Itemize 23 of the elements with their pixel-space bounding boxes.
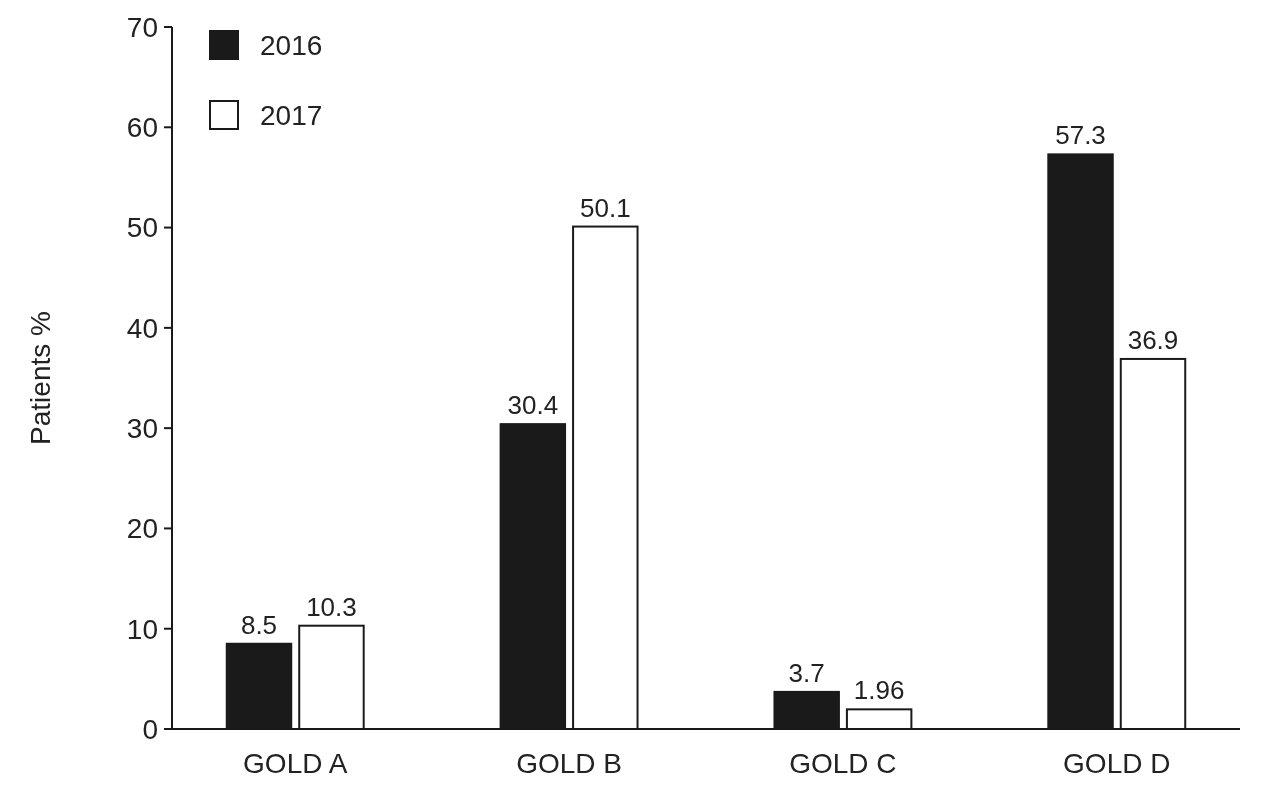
x-tick-label: GOLD B: [516, 748, 622, 779]
data-label: 8.5: [240, 609, 278, 640]
y-axis-title: Patients %: [25, 311, 56, 445]
data-label: 57.3: [1055, 120, 1106, 151]
data-label: 50.1: [580, 192, 631, 223]
y-tick-label: 40: [126, 312, 158, 344]
y-tick-label: 30: [126, 412, 158, 444]
y-tick-label: 50: [126, 212, 158, 244]
y-tick-label: 10: [126, 613, 158, 645]
data-label: 36.9: [1127, 324, 1179, 355]
data-label: 30.4: [507, 390, 559, 421]
data-label: 3.7: [788, 657, 825, 688]
x-tick-label: GOLD C: [789, 748, 897, 779]
legend-label: 2016: [260, 29, 323, 61]
y-tick-label: 60: [126, 112, 158, 144]
y-tick-label: 0: [142, 713, 158, 745]
x-tick-label: GOLD D: [1063, 748, 1171, 779]
y-tick-label: 20: [126, 513, 158, 545]
legend-label: 2017: [260, 99, 323, 131]
y-tick-label: 70: [126, 11, 158, 43]
data-label: 1.96: [853, 675, 905, 706]
data-label: 10.3: [306, 591, 357, 622]
x-tick-label: GOLD A: [243, 748, 348, 779]
